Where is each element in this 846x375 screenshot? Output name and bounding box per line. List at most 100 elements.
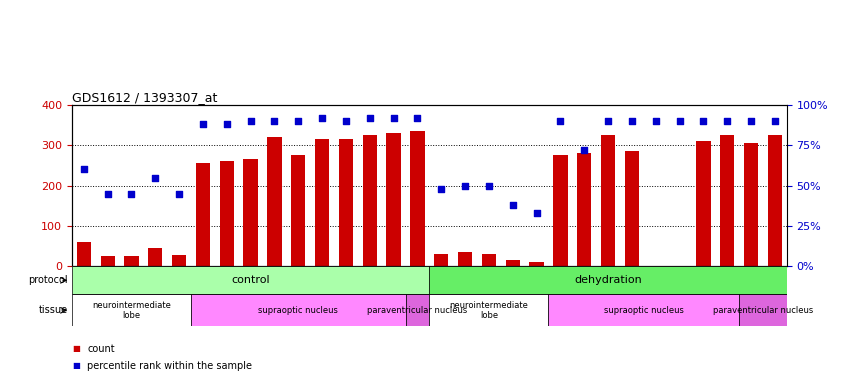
Bar [244, 159, 258, 266]
Text: GSM69788: GSM69788 [103, 270, 113, 311]
Text: control: control [231, 275, 270, 285]
Text: GSM69791: GSM69791 [174, 270, 184, 311]
Text: GSM69470: GSM69470 [675, 270, 684, 311]
Point [625, 118, 639, 124]
Point [435, 186, 448, 192]
Text: ■: ■ [72, 361, 80, 370]
Point [220, 122, 233, 128]
Bar [195, 164, 210, 266]
Text: paraventricular nucleus: paraventricular nucleus [367, 306, 468, 315]
Text: GSM69475: GSM69475 [317, 270, 327, 311]
Point [124, 190, 138, 196]
Text: GSM69268: GSM69268 [556, 270, 565, 311]
Text: GSM69457: GSM69457 [580, 270, 589, 311]
Bar [220, 161, 234, 266]
Text: GSM69471: GSM69471 [699, 270, 708, 311]
Text: GSM69460: GSM69460 [651, 270, 660, 311]
Point [649, 118, 662, 124]
Point [339, 118, 353, 124]
Text: GSM69458: GSM69458 [603, 270, 613, 311]
Bar [506, 260, 520, 266]
Point [578, 147, 591, 153]
Text: GSM69477: GSM69477 [365, 270, 374, 311]
Point [744, 118, 758, 124]
Point [292, 118, 305, 124]
Text: GSM69478: GSM69478 [389, 270, 398, 311]
Bar [548, 294, 739, 326]
Text: ■: ■ [72, 344, 80, 353]
Point [768, 118, 782, 124]
Point [149, 174, 162, 180]
Point [530, 210, 543, 216]
Point [696, 118, 710, 124]
Text: GSM69473: GSM69473 [746, 270, 755, 311]
Point [506, 202, 519, 208]
Text: GSM69479: GSM69479 [413, 270, 422, 311]
Text: GSM69474: GSM69474 [771, 270, 779, 311]
Text: GSM69464: GSM69464 [270, 270, 279, 311]
Bar [696, 141, 711, 266]
Bar [191, 294, 405, 326]
Bar [458, 252, 472, 266]
Point [721, 118, 734, 124]
Text: GDS1612 / 1393307_at: GDS1612 / 1393307_at [72, 91, 217, 104]
Bar [291, 155, 305, 266]
Bar [624, 152, 639, 266]
Bar [77, 242, 91, 266]
Bar [267, 137, 282, 266]
Text: GSM69790: GSM69790 [151, 270, 160, 311]
Bar [739, 294, 787, 326]
Bar [553, 155, 568, 266]
Bar [338, 139, 353, 266]
Text: GSM69783: GSM69783 [460, 270, 470, 311]
Text: GSM69789: GSM69789 [127, 270, 136, 311]
Text: supraoptic nucleus: supraoptic nucleus [258, 306, 338, 315]
Bar [577, 153, 591, 266]
Text: GSM69786: GSM69786 [532, 270, 541, 311]
Text: GSM69463: GSM69463 [246, 270, 255, 311]
Bar [363, 135, 377, 266]
Bar [767, 135, 782, 266]
Point [101, 190, 114, 196]
Text: GSM69784: GSM69784 [485, 270, 493, 311]
Text: GSM69459: GSM69459 [628, 270, 636, 311]
Text: tissue: tissue [39, 305, 68, 315]
Bar [429, 294, 548, 326]
Point [363, 115, 376, 121]
Text: dehydration: dehydration [574, 275, 642, 285]
Text: protocol: protocol [28, 275, 68, 285]
Point [602, 118, 615, 124]
Point [459, 183, 472, 189]
Point [196, 122, 210, 128]
Bar [101, 256, 115, 266]
Bar [601, 135, 615, 266]
Text: GSM69476: GSM69476 [342, 270, 350, 311]
Text: neurointermediate
lobe: neurointermediate lobe [92, 301, 171, 320]
Text: GSM69472: GSM69472 [722, 270, 732, 311]
Point [482, 183, 496, 189]
Point [316, 115, 329, 121]
Bar [172, 255, 186, 266]
Bar [315, 139, 329, 266]
Text: supraoptic nucleus: supraoptic nucleus [604, 306, 684, 315]
Text: percentile rank within the sample: percentile rank within the sample [87, 361, 252, 370]
Text: paraventricular nucleus: paraventricular nucleus [713, 306, 813, 315]
Bar [481, 254, 496, 266]
Point [410, 115, 424, 121]
Text: neurointermediate
lobe: neurointermediate lobe [449, 301, 529, 320]
Bar [410, 131, 425, 266]
Text: GSM69787: GSM69787 [80, 270, 88, 311]
Text: GSM69462: GSM69462 [222, 270, 231, 311]
Point [267, 118, 281, 124]
Bar [720, 135, 734, 266]
Bar [387, 133, 401, 266]
Bar [124, 256, 139, 266]
Bar [530, 262, 544, 266]
Text: GSM69465: GSM69465 [294, 270, 303, 311]
Point [553, 118, 567, 124]
Point [673, 118, 686, 124]
Text: count: count [87, 344, 115, 354]
Point [244, 118, 257, 124]
Point [387, 115, 400, 121]
Bar [744, 143, 758, 266]
